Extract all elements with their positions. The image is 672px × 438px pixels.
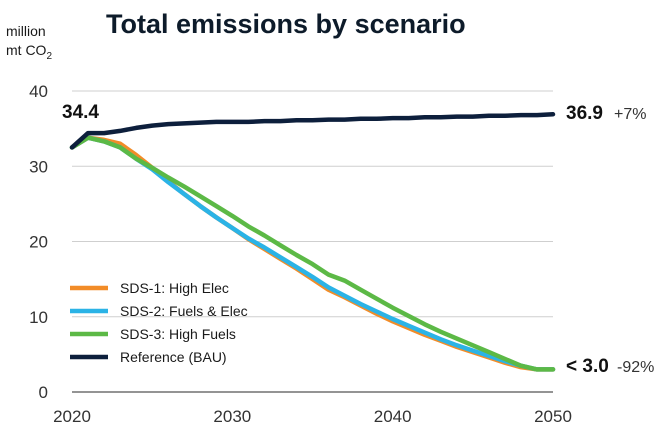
- x-tick-2050: 2050: [534, 407, 572, 426]
- sds-end-change-label: -92%: [617, 359, 654, 376]
- x-axis-ticks: 2020 2030 2040 2050: [53, 407, 572, 426]
- legend-label-reference-bau: Reference (BAU): [120, 349, 227, 365]
- sds-end-value-label: < 3.0: [566, 356, 609, 377]
- y-unit-subscript: 2: [46, 51, 52, 62]
- bau-end-value-label: 36.9: [566, 103, 603, 124]
- y-tick-10: 10: [29, 308, 48, 327]
- y-unit-line1: million: [6, 23, 46, 39]
- y-unit-line2: mt CO2: [6, 42, 52, 62]
- chart-title: Total emissions by scenario: [106, 9, 466, 39]
- y-tick-30: 30: [29, 157, 48, 176]
- series-lines: [69, 112, 556, 372]
- y-tick-20: 20: [29, 233, 48, 252]
- x-tick-2020: 2020: [53, 407, 91, 426]
- legend-label-sds-1-high-elec: SDS-1: High Elec: [120, 280, 229, 296]
- bau-end-change-label: +7%: [614, 106, 646, 123]
- legend-label-sds-2-fuels-elec: SDS-2: Fuels & Elec: [120, 303, 248, 319]
- start-value-label: 34.4: [62, 102, 99, 123]
- y-unit-main: mt CO: [6, 42, 47, 58]
- series-line-reference-bau: [69, 112, 556, 150]
- legend-label-sds-3-high-fuels: SDS-3: High Fuels: [120, 326, 236, 342]
- x-tick-2040: 2040: [374, 407, 412, 426]
- y-tick-40: 40: [29, 82, 48, 101]
- y-axis-ticks: 0 10 20 30 40: [29, 82, 48, 402]
- x-tick-2030: 2030: [213, 407, 251, 426]
- legend: SDS-1: High Elec SDS-2: Fuels & Elec SDS-3…: [70, 280, 248, 365]
- y-tick-0: 0: [39, 383, 48, 402]
- series-line-sds-3-high-fuels: [69, 135, 556, 372]
